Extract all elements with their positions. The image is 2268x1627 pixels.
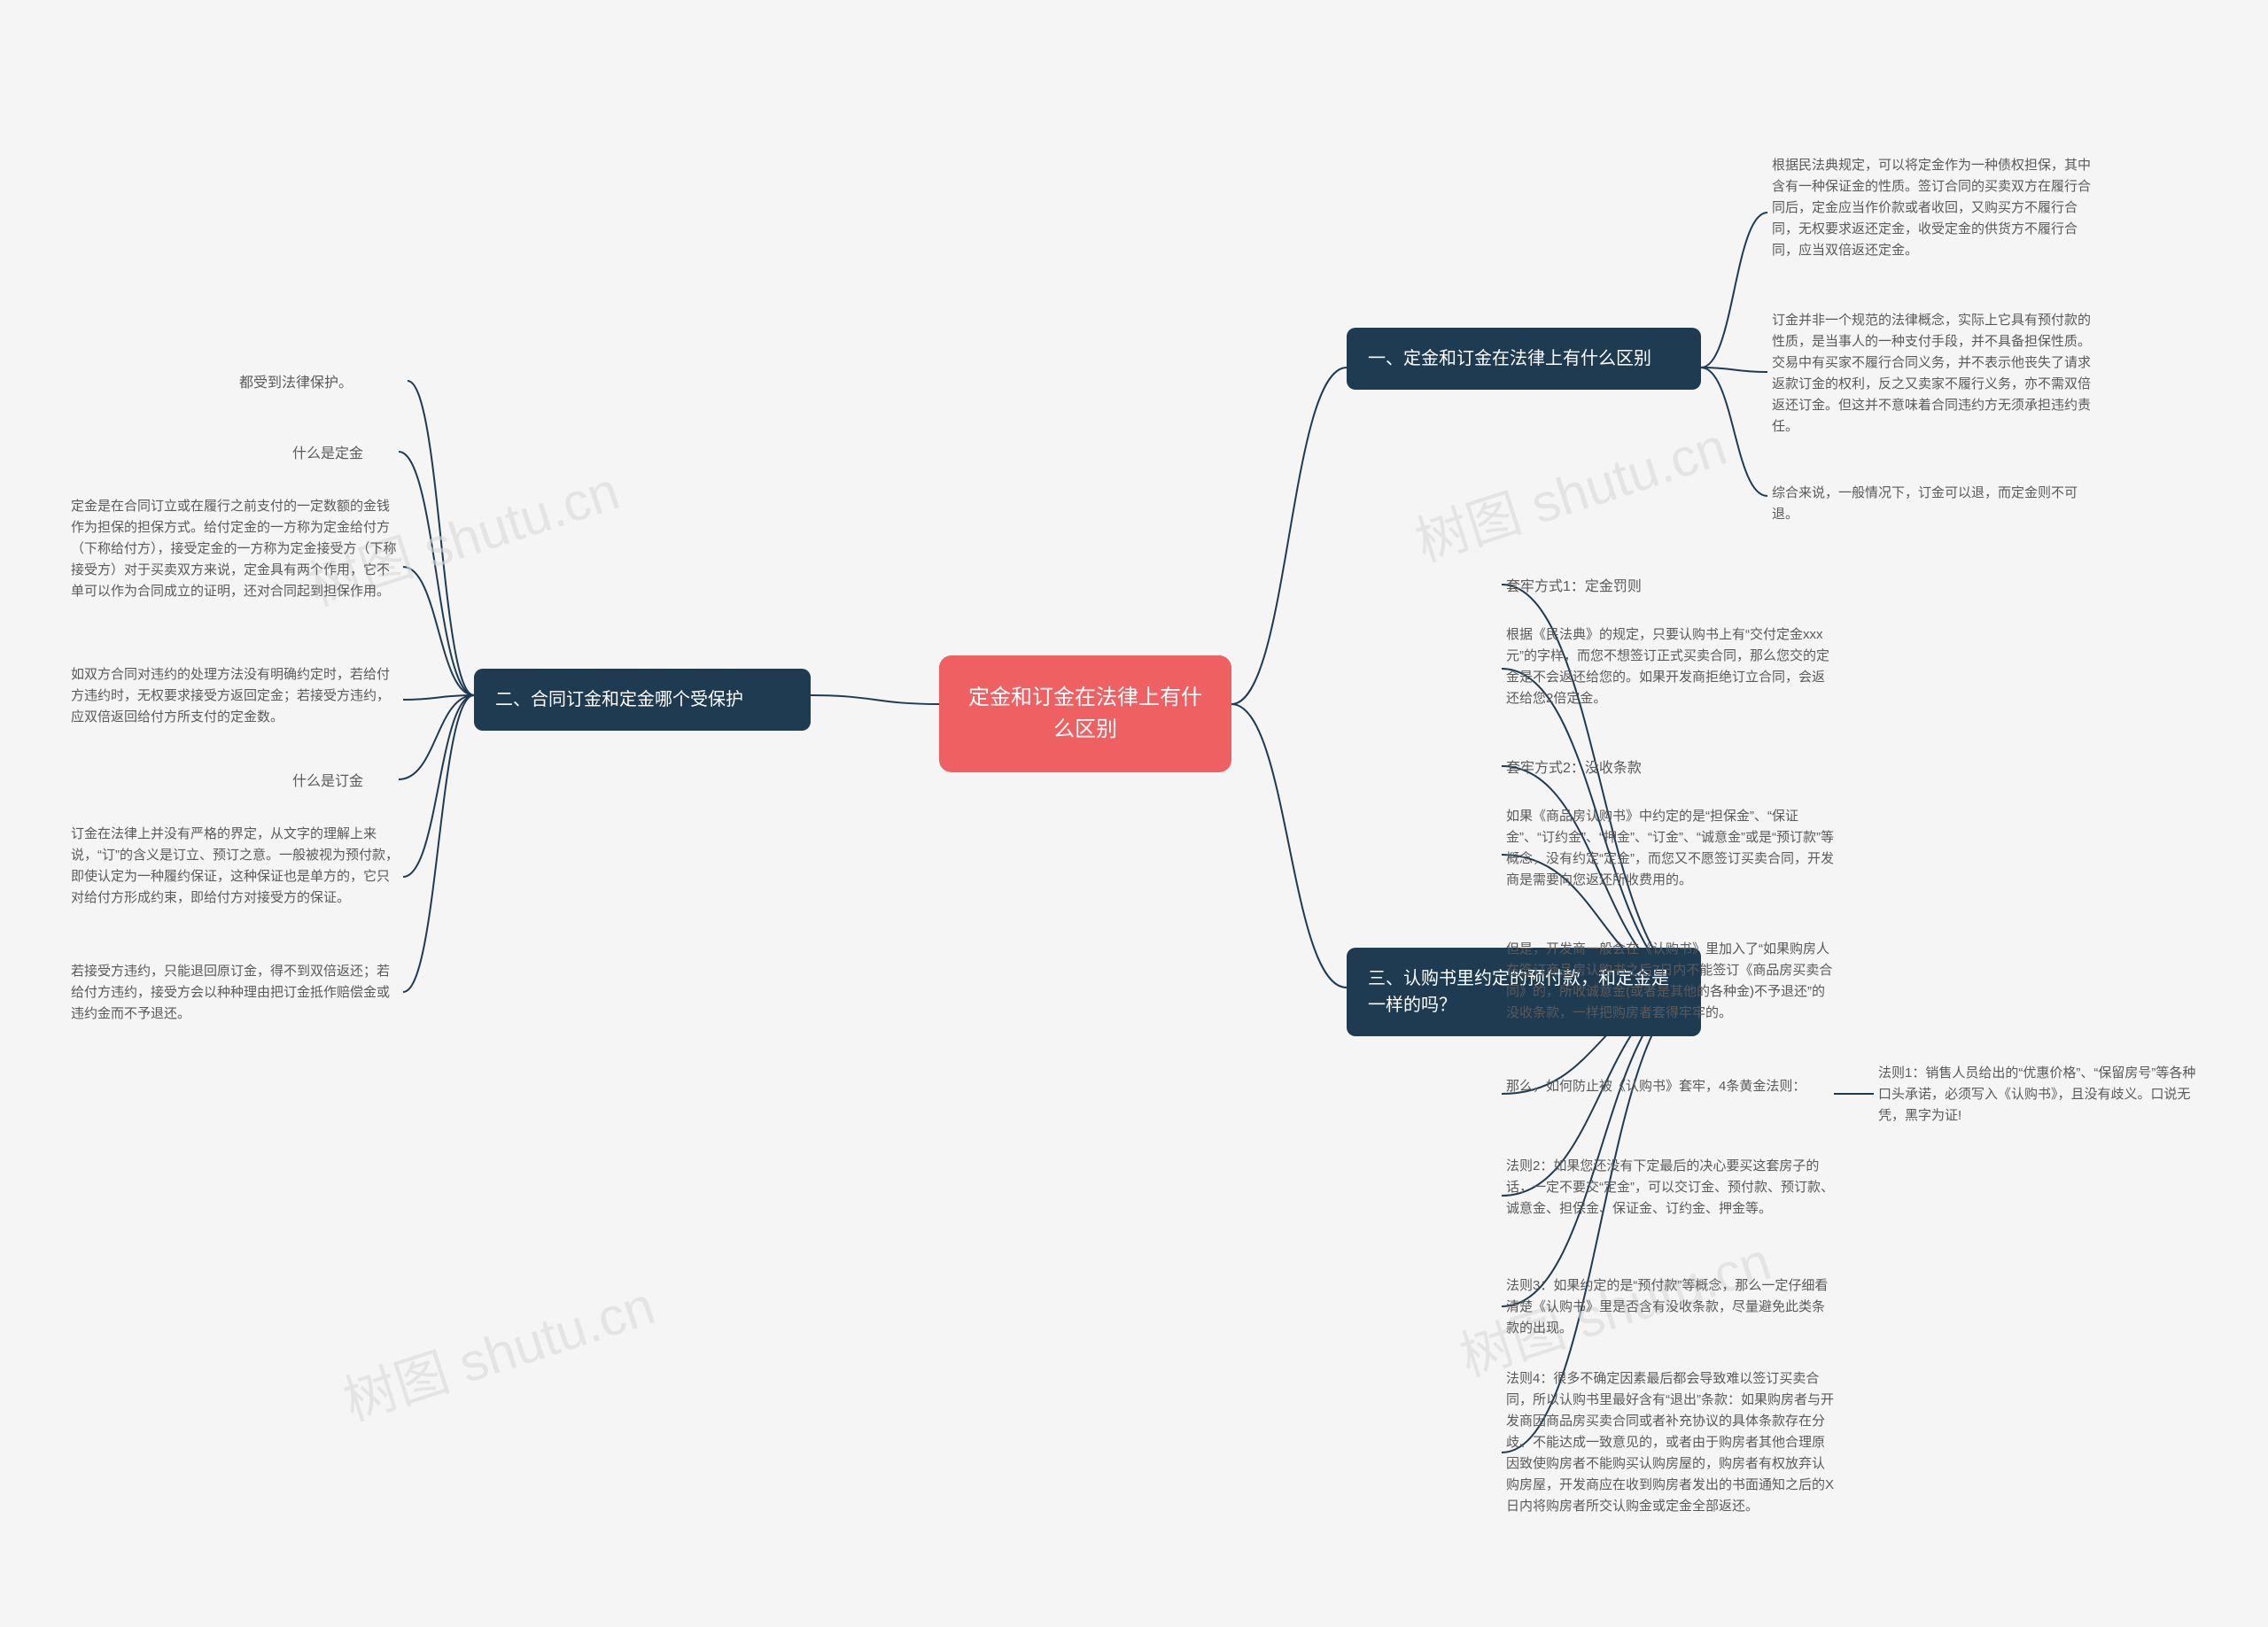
- leaf-node: 法则2：如果您还没有下定最后的决心要买这套房子的话，一定不要交“定金”，可以交订…: [1506, 1156, 1834, 1220]
- leaf-node: 订金并非一个规范的法律概念，实际上它具有预付款的性质，是当事人的一种支付手段，并…: [1772, 310, 2091, 438]
- leaf-node: 法则4：很多不确定因素最后都会导致难以签订买卖合同，所以认购书里最好含有“退出”…: [1506, 1368, 1834, 1517]
- leaf-node: 套牢方式2：没收条款: [1506, 757, 1736, 780]
- leaf-node: 若接受方违约，只能退回原订金，得不到双倍返还；若给付方违约，接受方会以种种理由把…: [71, 961, 399, 1025]
- branch-node-2[interactable]: 二、合同订金和定金哪个受保护: [474, 669, 811, 731]
- leaf-node: 什么是订金: [292, 771, 399, 794]
- root-node[interactable]: 定金和订金在法律上有什么区别: [939, 655, 1231, 772]
- leaf-node: 什么是定金: [292, 443, 399, 466]
- mindmap-canvas: 树图 shutu.cn 树图 shutu.cn 树图 shutu.cn 树图 s…: [0, 0, 2268, 1627]
- leaf-node: 都受到法律保护。: [239, 372, 416, 395]
- leaf-node: 根据《民法典》的规定，只要认购书上有“交付定金xxx元”的字样，而您不想签订正式…: [1506, 624, 1834, 709]
- leaf-node: 订金在法律上并没有严格的界定，从文字的理解上来说，“订”的含义是订立、预订之意。…: [71, 824, 399, 909]
- leaf-node: 那么，如何防止被《认购书》套牢，4条黄金法则：: [1506, 1076, 1834, 1097]
- leaf-node: 如果《商品房认购书》中约定的是“担保金”、“保证金”、“订约金”、“押金”、“订…: [1506, 806, 1834, 891]
- leaf-node: 根据民法典规定，可以将定金作为一种债权担保，其中含有一种保证金的性质。签订合同的…: [1772, 155, 2091, 261]
- watermark: 树图 shutu.cn: [1404, 404, 1735, 577]
- leaf-node: 如双方合同对违约的处理方法没有明确约定时，若给付方违约时，无权要求接受方返回定金…: [71, 664, 399, 728]
- leaf-node: 法则3：如果约定的是“预付款”等概念，那么一定仔细看清楚《认购书》里是否含有没收…: [1506, 1275, 1834, 1339]
- watermark: 树图 shutu.cn: [332, 1263, 663, 1436]
- branch-node-1[interactable]: 一、定金和订金在法律上有什么区别: [1347, 328, 1701, 390]
- leaf-node: 但是，开发商一般会在《认购书》里加入了“如果购房人在签订商品房认购书之后7日内不…: [1506, 939, 1834, 1024]
- leaf-node: 法则1：销售人员给出的“优惠价格”、“保留房号”等各种口头承诺，必须写入《认购书…: [1878, 1063, 2197, 1127]
- leaf-node: 定金是在合同订立或在履行之前支付的一定数额的金钱作为担保的担保方式。给付定金的一…: [71, 496, 399, 602]
- leaf-node: 套牢方式1：定金罚则: [1506, 576, 1736, 599]
- leaf-node: 综合来说，一般情况下，订金可以退，而定金则不可退。: [1772, 483, 2091, 525]
